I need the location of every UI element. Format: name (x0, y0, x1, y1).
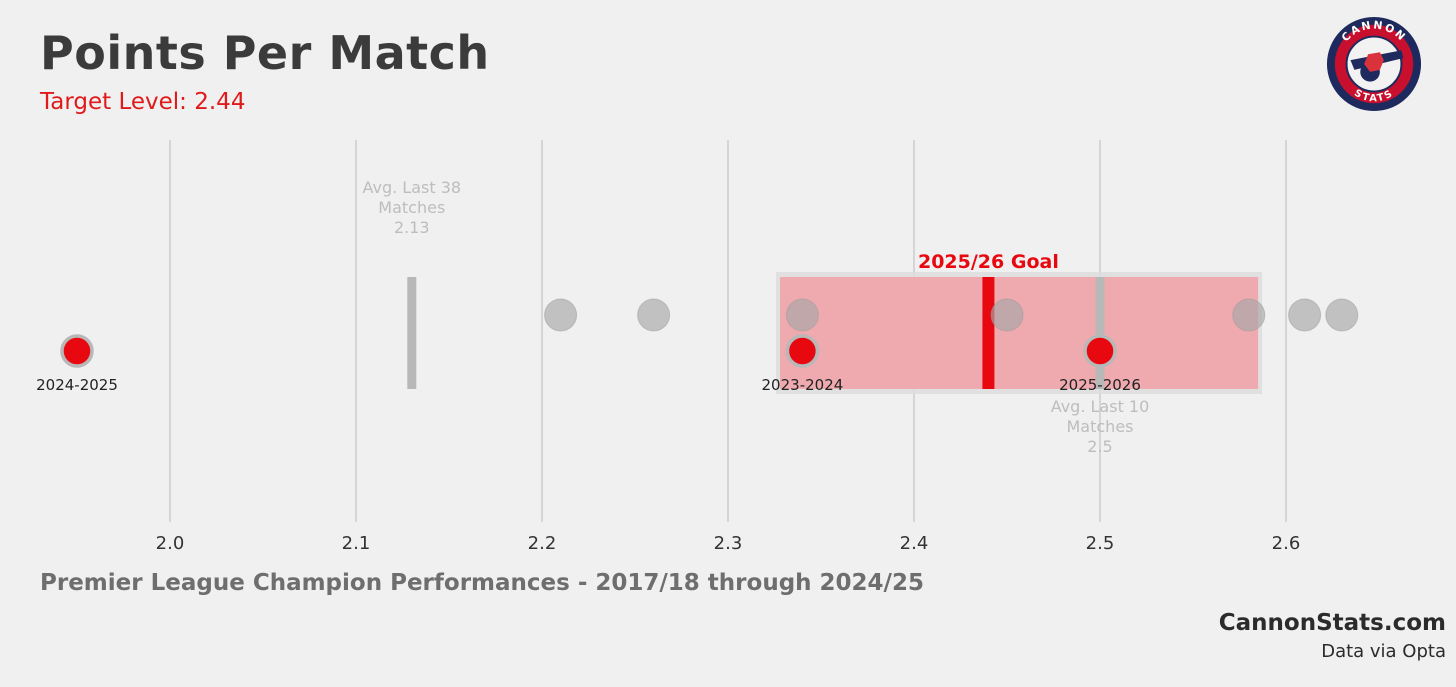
reference-line-label: 2.5 (1087, 437, 1112, 456)
champion-point (1325, 298, 1359, 332)
reference-line-label: Matches (378, 198, 445, 217)
champion-point (990, 298, 1024, 332)
svg-text:STATS: STATS (1352, 88, 1396, 105)
x-tick-label: 2.5 (1086, 533, 1115, 554)
target-band (780, 277, 1259, 389)
cannon-stats-logo: CANNON STATS (1326, 16, 1422, 112)
x-tick-label: 2.2 (528, 533, 557, 554)
champion-point (1232, 298, 1266, 332)
reference-line-label: Avg. Last 10 (1051, 397, 1150, 416)
season-point (60, 334, 94, 368)
data-source: Data via Opta (1321, 641, 1446, 662)
season-point (785, 334, 820, 368)
x-tick-label: 2.4 (900, 533, 929, 554)
logo-bottom-text: STATS (1352, 88, 1394, 105)
reference-line (1095, 277, 1105, 389)
reference-line-label: Avg. Last 38 (363, 178, 462, 197)
season-label: 2025-2026 (1059, 376, 1141, 394)
reference-line (407, 277, 417, 389)
champion-point (637, 298, 671, 332)
brand-name: CannonStats.com (1218, 610, 1446, 636)
goal-label: 2025/26 Goal (918, 251, 1059, 273)
page-title: Points Per Match (40, 26, 490, 80)
x-tick-label: 2.6 (1272, 533, 1301, 554)
chart-caption: Premier League Champion Performances - 2… (40, 570, 924, 596)
champion-point (1288, 298, 1322, 332)
target-level-subtitle: Target Level: 2.44 (40, 89, 246, 115)
champion-point (785, 298, 819, 332)
goal-line (982, 277, 995, 389)
x-tick-label: 2.1 (342, 533, 371, 554)
x-tick-label: 2.3 (714, 533, 743, 554)
champion-point (544, 298, 578, 332)
season-label: 2023-2024 (762, 376, 844, 394)
season-label: 2024-2025 (36, 376, 118, 394)
x-tick-label: 2.0 (156, 533, 185, 554)
reference-line-label: Matches (1067, 417, 1134, 436)
reference-line-label: 2.13 (394, 218, 430, 237)
season-point (1083, 334, 1117, 368)
